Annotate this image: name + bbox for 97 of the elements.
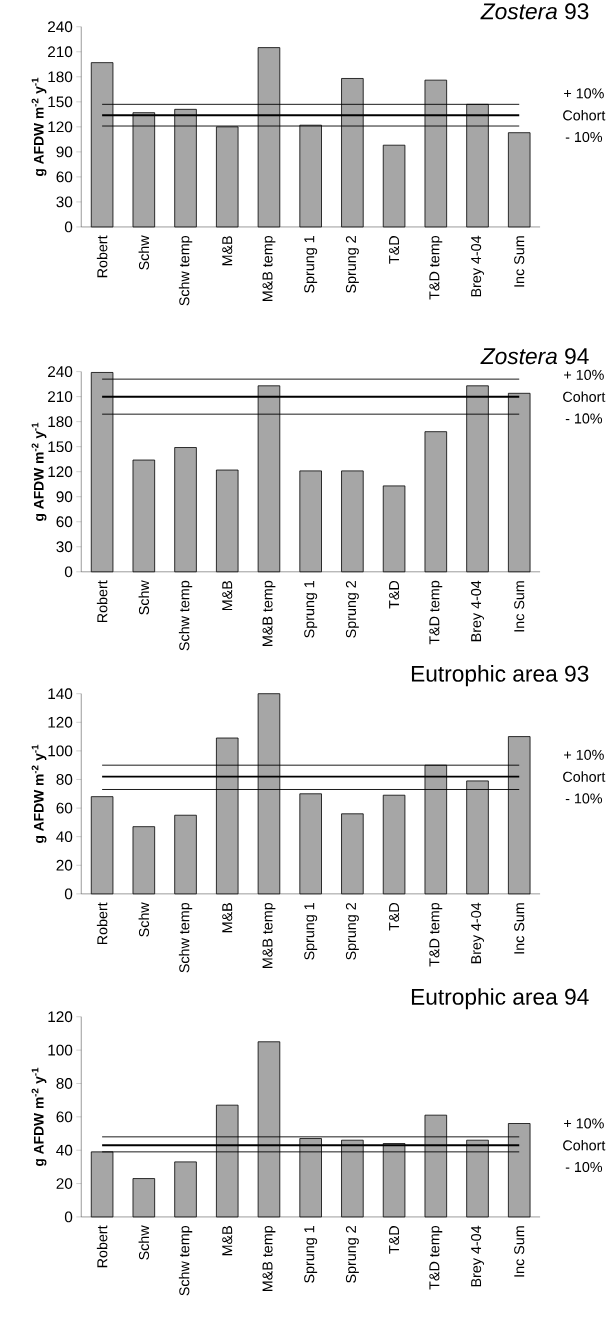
y-tick-label: 150: [48, 96, 73, 108]
x-tick-label: Robert: [97, 235, 108, 278]
y-tick-label: 60: [56, 1111, 73, 1123]
y-axis-title: g AFDW m$^{-2}$ y$^{-1}$: [31, 744, 47, 843]
x-tick-label: Inc Sum: [514, 236, 525, 287]
y-tick-label: 100: [48, 1044, 73, 1056]
x-tick-label: Schw: [138, 235, 150, 270]
y-tick-label: 30: [56, 541, 73, 553]
y-tick-label: 60: [56, 516, 73, 528]
ref-line-label: Cohort: [563, 1139, 606, 1151]
text: - 10%: [565, 793, 603, 804]
x-tick-label: T&D temp: [429, 580, 443, 645]
y-tick-label: 30: [56, 196, 73, 208]
x-tick-label: Inc Sum: [514, 903, 525, 954]
x-tick-label: M&B: [222, 903, 233, 933]
y-tick-label: 240: [48, 21, 73, 33]
x-tick-label: T&D temp: [429, 235, 443, 300]
x-tick-label: T&D temp: [429, 902, 443, 967]
ref-line-label: Cohort: [563, 109, 606, 121]
y-tick-label: 210: [48, 391, 73, 403]
x-tick-label: M&B temp: [262, 580, 276, 646]
x-tick-label: Brey 4-04: [471, 580, 485, 642]
text: - 10%: [565, 413, 603, 424]
y-tick-label: 180: [48, 71, 73, 83]
x-tick-label: Robert: [97, 902, 108, 945]
y-tick-label: 90: [56, 491, 73, 503]
y-axis-title: g AFDW m$^{-2}$ y$^{-1}$: [31, 77, 47, 177]
chart-title: Zostera 93: [480, 3, 589, 20]
y-axis-title: g AFDW m$^{-2}$ y$^{-1}$: [31, 422, 47, 521]
x-tick-label: Brey 4-04: [471, 235, 485, 297]
x-tick-label: M&B: [222, 1226, 233, 1256]
y-tick-label: 0: [65, 221, 73, 233]
x-tick-label: Sprung 2: [346, 1226, 360, 1283]
x-tick-label: Sprung 2: [346, 580, 360, 638]
x-tick-label: M&B temp: [262, 902, 276, 968]
x-tick-label: Schw temp: [179, 902, 193, 973]
x-tick-label: M&B temp: [262, 235, 276, 302]
y-tick-label: 60: [56, 802, 73, 814]
x-tick-label: M&B: [222, 236, 233, 266]
x-tick-label: Brey 4-04: [471, 902, 485, 964]
y-tick-label: 80: [56, 1078, 73, 1089]
x-tick-label: M&B temp: [262, 1225, 276, 1292]
text: - 10%: [565, 1161, 603, 1173]
x-tick-label: Robert: [97, 1225, 108, 1268]
chart-title: Eutrophic area 93: [412, 665, 589, 687]
y-tick-label: 40: [56, 831, 73, 843]
y-tick-label: 210: [48, 46, 73, 58]
y-tick-label: 20: [56, 859, 73, 871]
x-tick-label: Robert: [97, 580, 108, 623]
y-tick-label: 180: [48, 416, 73, 428]
y-tick-label: 120: [48, 1011, 73, 1023]
x-tick-label: Sprung 1: [304, 903, 318, 960]
y-tick-label: 40: [56, 1144, 73, 1156]
x-tick-label: Schw temp: [179, 580, 193, 651]
ref-line-label: Cohort: [563, 771, 606, 782]
x-tick-label: T&D temp: [429, 1225, 443, 1290]
x-tick-label: M&B: [222, 581, 233, 611]
y-tick-label: 20: [56, 1178, 73, 1189]
y-tick-label: 100: [48, 745, 73, 757]
x-tick-label: T&D: [389, 902, 400, 931]
x-tick-label: T&D: [389, 236, 400, 264]
y-tick-label: 0: [65, 1211, 73, 1223]
y-tick-label: 140: [48, 688, 73, 700]
text: + 10%: [564, 88, 605, 99]
y-tick-label: 0: [65, 888, 73, 900]
text: + 10%: [564, 1118, 605, 1129]
y-tick-label: 80: [56, 774, 73, 785]
x-tick-label: Brey 4-04: [471, 1225, 485, 1287]
y-tick-label: 120: [48, 466, 73, 478]
x-tick-label: Inc Sum: [514, 1226, 525, 1277]
y-tick-label: 240: [48, 366, 73, 378]
y-tick-label: 0: [65, 566, 73, 578]
x-tick-label: T&D: [389, 1226, 400, 1254]
x-tick-label: Sprung 2: [346, 903, 360, 960]
text: + 10%: [564, 369, 605, 380]
x-tick-label: Schw: [138, 580, 150, 615]
y-tick-label: 120: [48, 121, 73, 133]
y-tick-label: 90: [56, 146, 73, 158]
chart-title: Eutrophic area 94: [412, 988, 589, 1010]
x-tick-label: Schw temp: [179, 1225, 193, 1296]
x-tick-label: Schw: [138, 902, 150, 937]
x-tick-label: Schw temp: [179, 235, 193, 306]
chart-title: Zostera 94: [480, 348, 589, 365]
x-tick-label: Sprung 1: [304, 236, 318, 293]
x-tick-label: Schw: [138, 1225, 150, 1260]
text: + 10%: [564, 749, 605, 760]
ref-line-label: Cohort: [563, 391, 606, 402]
x-tick-label: Sprung 1: [304, 580, 318, 638]
y-axis-title: g AFDW m$^{-2}$ y$^{-1}$: [31, 1067, 47, 1167]
y-tick-label: 60: [56, 171, 73, 183]
y-tick-label: 120: [48, 716, 73, 728]
x-tick-label: Sprung 2: [346, 236, 360, 293]
x-tick-label: T&D: [389, 580, 400, 609]
x-tick-label: Sprung 1: [304, 1226, 318, 1283]
y-tick-label: 150: [48, 441, 73, 453]
text: - 10%: [565, 131, 603, 143]
x-tick-label: Inc Sum: [514, 581, 525, 632]
